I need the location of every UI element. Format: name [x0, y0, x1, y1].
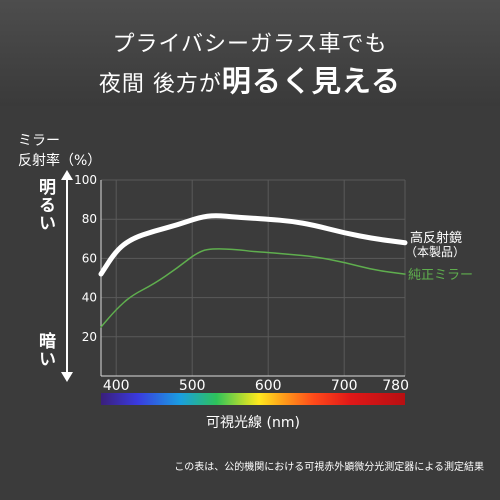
y-axis-label-line-2: 反射率（%） [18, 153, 102, 169]
y-tick-label: 100 [74, 173, 97, 187]
y-tick-label: 60 [82, 251, 97, 265]
y-tick-label: 40 [82, 291, 97, 305]
headline-highlight: 明るく見える [221, 64, 402, 98]
x-tick-label: 600 [255, 378, 282, 394]
footnote: この表は、公的機関における可視赤外顕微分光測定器による測定結果 [174, 462, 484, 473]
spectrum-label: 可視光線 (nm) [206, 415, 300, 431]
x-tick-label: 400 [103, 378, 130, 394]
bright-label: 明るい [35, 178, 55, 232]
x-tick-label: 780 [382, 378, 409, 394]
brightness-axis-line [66, 178, 68, 374]
arrow-down-icon [61, 372, 73, 382]
series-line-standard-mirror [100, 248, 406, 328]
headline-line-2: 夜間 後方が明るく見える [0, 58, 500, 100]
legend-standard-mirror: 純正ミラー [408, 268, 474, 283]
dark-label: 暗い [35, 332, 55, 368]
legend-high-reflection: 高反射鏡 [410, 231, 463, 246]
y-tick-label: 20 [82, 330, 97, 344]
legend-high-reflection-note: （本製品） [405, 245, 466, 259]
visible-spectrum-bar [101, 393, 405, 405]
headline-prefix: 夜間 後方が [98, 72, 222, 97]
x-tick-label: 700 [331, 378, 358, 394]
x-tick-label: 500 [179, 378, 206, 394]
y-tick-label: 80 [82, 212, 97, 226]
arrow-up-icon [61, 170, 73, 180]
chart-panel [0, 106, 500, 500]
y-axis-label-line-1: ミラー [18, 133, 60, 149]
headline-line-1: プライバシーガラス車でも [112, 32, 388, 57]
series-line-high-reflection [98, 213, 408, 277]
header-banner: プライバシーガラス車でも 夜間 後方が明るく見える [0, 0, 500, 106]
